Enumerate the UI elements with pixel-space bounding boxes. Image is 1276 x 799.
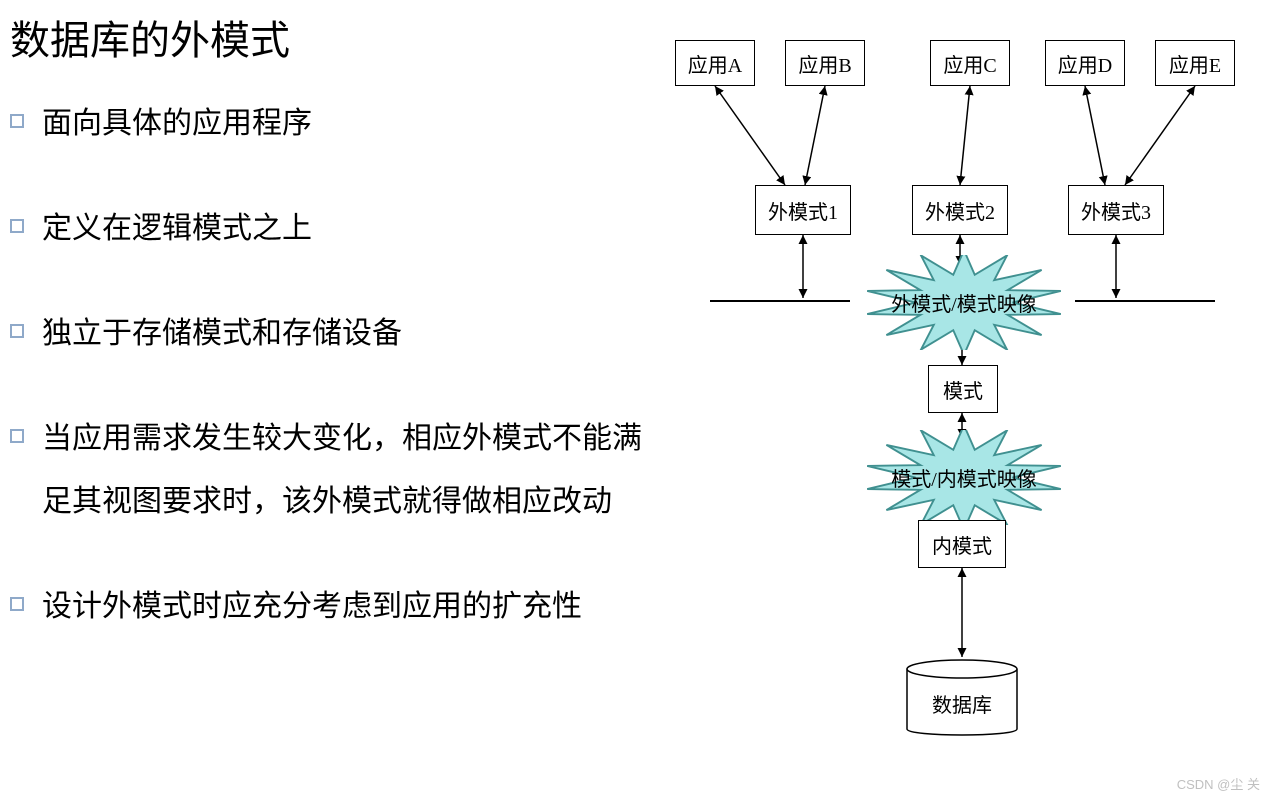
node-appE: 应用E (1155, 40, 1235, 86)
bullet-item: 定义在逻辑模式之上 (10, 197, 650, 260)
arrow (1125, 86, 1195, 185)
database-cylinder: 数据库 (902, 655, 1022, 743)
bullet-item: 独立于存储模式和存储设备 (10, 302, 650, 365)
node-inner: 内模式 (918, 520, 1006, 568)
bullet-item: 设计外模式时应充分考虑到应用的扩充性 (10, 575, 650, 638)
connector-bar (710, 300, 850, 302)
watermark: CSDN @尘 关 (1177, 774, 1260, 793)
left-panel: 数据库的外模式 面向具体的应用程序定义在逻辑模式之上独立于存储模式和存储设备当应… (10, 8, 650, 680)
bullet-text: 当应用需求发生较大变化，相应外模式不能满足其视图要求时，该外模式就得做相应改动 (42, 407, 650, 533)
node-ext2: 外模式2 (912, 185, 1008, 235)
bullet-item: 当应用需求发生较大变化，相应外模式不能满足其视图要求时，该外模式就得做相应改动 (10, 407, 650, 533)
bullet-list: 面向具体的应用程序定义在逻辑模式之上独立于存储模式和存储设备当应用需求发生较大变… (10, 92, 650, 638)
node-appC: 应用C (930, 40, 1010, 86)
node-appA: 应用A (675, 40, 755, 86)
arrow (1085, 86, 1105, 185)
database-label: 数据库 (902, 655, 1022, 743)
mapping-burst: 外模式/模式映像 (840, 255, 1088, 350)
node-appD: 应用D (1045, 40, 1125, 86)
bullet-square-icon (10, 429, 24, 443)
mapping-burst: 模式/内模式映像 (840, 430, 1088, 525)
bullet-square-icon (10, 219, 24, 233)
node-ext1: 外模式1 (755, 185, 851, 235)
node-appB: 应用B (785, 40, 865, 86)
connector-bar (1075, 300, 1215, 302)
bullet-square-icon (10, 114, 24, 128)
page-title: 数据库的外模式 (10, 8, 650, 66)
arrow (715, 86, 785, 185)
bullet-text: 面向具体的应用程序 (42, 92, 650, 155)
bullet-text: 设计外模式时应充分考虑到应用的扩充性 (42, 575, 650, 638)
bullet-text: 独立于存储模式和存储设备 (42, 302, 650, 365)
bullet-item: 面向具体的应用程序 (10, 92, 650, 155)
arrow (960, 86, 970, 185)
node-schema: 模式 (928, 365, 998, 413)
node-ext3: 外模式3 (1068, 185, 1164, 235)
bullet-text: 定义在逻辑模式之上 (42, 197, 650, 260)
bullet-square-icon (10, 597, 24, 611)
schema-diagram: 外模式/模式映像模式/内模式映像 应用A 应用B 应用C 应用D 应用E 外模式1 外模式2 外… (650, 30, 1262, 770)
bullet-square-icon (10, 324, 24, 338)
arrow (805, 86, 825, 185)
